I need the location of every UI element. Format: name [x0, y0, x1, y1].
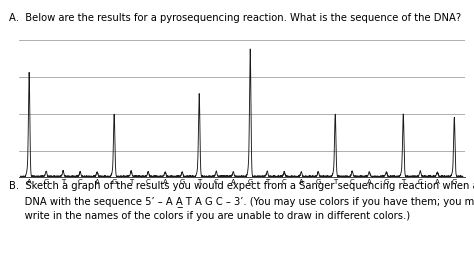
Text: B.  Sketch a graph of the results you would expect from a Sanger sequencing reac: B. Sketch a graph of the results you wou…: [9, 181, 474, 221]
Text: A.  Below are the results for a pyrosequencing reaction. What is the sequence of: A. Below are the results for a pyroseque…: [9, 13, 462, 23]
